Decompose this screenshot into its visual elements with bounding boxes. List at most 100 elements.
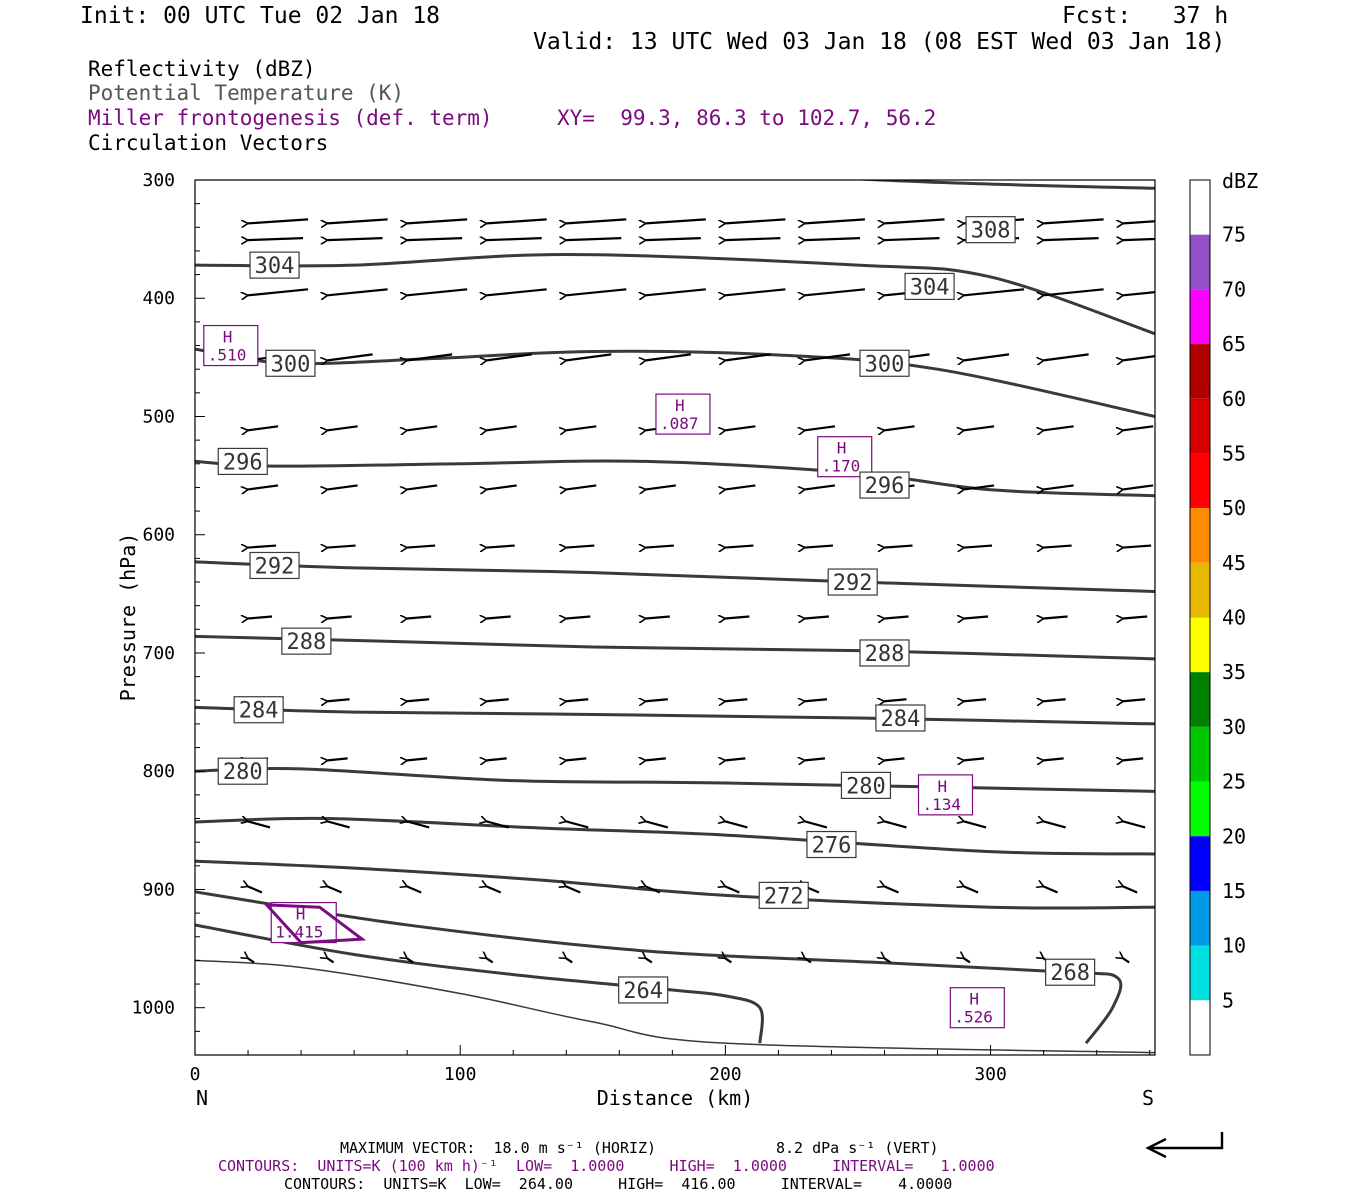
circulation-vector-145 xyxy=(328,958,335,964)
circulation-vector-109 xyxy=(328,758,348,760)
circulation-vector-99 xyxy=(487,699,509,701)
circulation-vector-136 xyxy=(566,886,581,894)
y-tick-label-400: 400 xyxy=(142,288,175,309)
fgen-h-label: H xyxy=(937,777,947,796)
circulation-vector-62 xyxy=(407,484,438,489)
circulation-vector-67 xyxy=(805,484,836,489)
theta-label-text: 304 xyxy=(910,275,950,300)
theta-label-text: 300 xyxy=(271,352,311,377)
fgen-h-label: H xyxy=(837,439,847,458)
cross-section-endpoints: XY= 99.3, 86.3 to 102.7, 56.2 xyxy=(557,106,937,130)
circulation-vector-50 xyxy=(407,425,438,430)
theta-contour-264 xyxy=(195,923,764,1044)
plot-frame xyxy=(194,179,1156,1056)
circulation-vector-40 xyxy=(566,353,612,360)
colorbar-level-70: 70 xyxy=(1222,277,1246,301)
circulation-vector-22 xyxy=(1044,238,1099,240)
theta-label-296: 296 xyxy=(217,447,268,475)
circulation-vector-35 xyxy=(1123,291,1155,295)
circulation-vector-43 xyxy=(805,353,851,360)
circulation-vector-79 xyxy=(805,546,834,548)
theta-label-box xyxy=(217,757,268,785)
theta-label-box xyxy=(249,551,300,580)
colorbar-level-5: 5 xyxy=(1222,988,1234,1012)
circulation-vector-94 xyxy=(1044,617,1068,619)
fgen-value: .087 xyxy=(660,414,699,433)
legend-frontogenesis: Miller frontogenesis (def. term) xyxy=(88,106,493,130)
circulation-vector-91 xyxy=(805,617,830,619)
circulation-vector-90 xyxy=(725,617,750,619)
frontogenesis-max-1: H.087 xyxy=(655,393,711,435)
circulation-vector-54 xyxy=(725,425,756,430)
circulation-vector-77 xyxy=(646,546,674,548)
circulation-vector-81 xyxy=(964,546,993,548)
circulation-vector-8 xyxy=(885,218,945,223)
valid-time: Valid: 13 UTC Wed 03 Jan 18 (08 EST Wed … xyxy=(533,29,1226,55)
circulation-vector-76 xyxy=(566,546,595,548)
footer-max-vector-vert: 8.2 dPa s⁻¹ (VERT) xyxy=(776,1139,939,1157)
circulation-vector-83 xyxy=(1123,546,1152,548)
circulation-vector-142 xyxy=(1044,886,1059,894)
theta-contour-268 xyxy=(195,890,1123,1045)
circulation-vector-23 xyxy=(1123,238,1155,240)
circulation-vector-70 xyxy=(1044,484,1074,489)
theta-label-272: 272 xyxy=(758,881,809,909)
circulation-vector-16 xyxy=(566,238,622,240)
circulation-vector-110 xyxy=(407,758,428,760)
footer-max-vector: MAXIMUM VECTOR: 18.0 m s⁻¹ (HORIZ) xyxy=(340,1139,657,1157)
circulation-vector-34 xyxy=(1044,288,1104,295)
circulation-vector-29 xyxy=(646,288,706,295)
circulation-vector-92 xyxy=(885,617,909,619)
dbz-colorbar: dBZ 5 10 15 20 25 30 35 40 45 50 55 60 65 70 75 xyxy=(1189,169,1258,1056)
circulation-vector-5 xyxy=(646,218,706,223)
circulation-vector-4 xyxy=(566,218,627,223)
circulation-vector-47 xyxy=(1123,355,1155,360)
circulation-vector-151 xyxy=(805,958,812,964)
circulation-vector-116 xyxy=(885,758,905,760)
colorbar-segment-9 xyxy=(1190,672,1210,727)
theta-label-box xyxy=(840,771,892,800)
circulation-vector-20 xyxy=(885,238,940,240)
circulation-vector-24 xyxy=(248,288,309,295)
circulation-vector-111 xyxy=(487,758,507,760)
colorbar-frame xyxy=(1189,179,1211,1056)
x-tick-label-0: 0 xyxy=(190,1064,201,1085)
circulation-vector-88 xyxy=(566,617,591,619)
circulation-vector-98 xyxy=(407,699,430,701)
theta-label-box xyxy=(875,704,926,732)
colorbar-segment-5 xyxy=(1190,453,1210,509)
circulation-vector-1 xyxy=(328,218,388,223)
circulation-vector-45 xyxy=(964,353,1010,360)
fgen-h-label: H xyxy=(675,396,685,415)
theta-contour-284 xyxy=(195,705,1155,726)
circulation-vector-103 xyxy=(805,699,828,701)
circulation-vector-61 xyxy=(328,484,358,489)
x-right-end-label: S xyxy=(1142,1086,1154,1110)
frontogenesis-max-2: H.170 xyxy=(817,436,873,478)
circulation-vector-106 xyxy=(1044,699,1066,701)
theta-label-box xyxy=(249,251,300,279)
colorbar-level-40: 40 xyxy=(1222,606,1246,630)
theta-label-box xyxy=(1045,958,1096,986)
circulation-vector-13 xyxy=(328,238,383,240)
theta-contour-260 xyxy=(195,959,1155,1054)
theta-label-308: 308 xyxy=(965,216,1016,244)
fgen-h-label: H xyxy=(223,328,233,347)
circulation-vector-123 xyxy=(487,821,510,829)
circulation-vector-129 xyxy=(964,821,987,829)
colorbar-segment-0 xyxy=(1190,180,1210,235)
fgen-value: .510 xyxy=(208,346,247,365)
colorbar-level-45: 45 xyxy=(1222,551,1246,575)
fgen-value: .526 xyxy=(954,1008,993,1027)
colorbar-level-30: 30 xyxy=(1222,715,1246,739)
circulation-vector-63 xyxy=(487,484,517,489)
theta-label-text: 288 xyxy=(865,642,905,667)
circulation-vector-140 xyxy=(885,886,899,894)
theta-label-text: 300 xyxy=(865,352,905,377)
circulation-vector-52 xyxy=(566,425,597,430)
colorbar-level-65: 65 xyxy=(1222,332,1246,356)
circulation-vector-69 xyxy=(964,484,995,489)
theta-label-text: 264 xyxy=(623,979,663,1004)
circulation-vector-72 xyxy=(248,546,277,548)
